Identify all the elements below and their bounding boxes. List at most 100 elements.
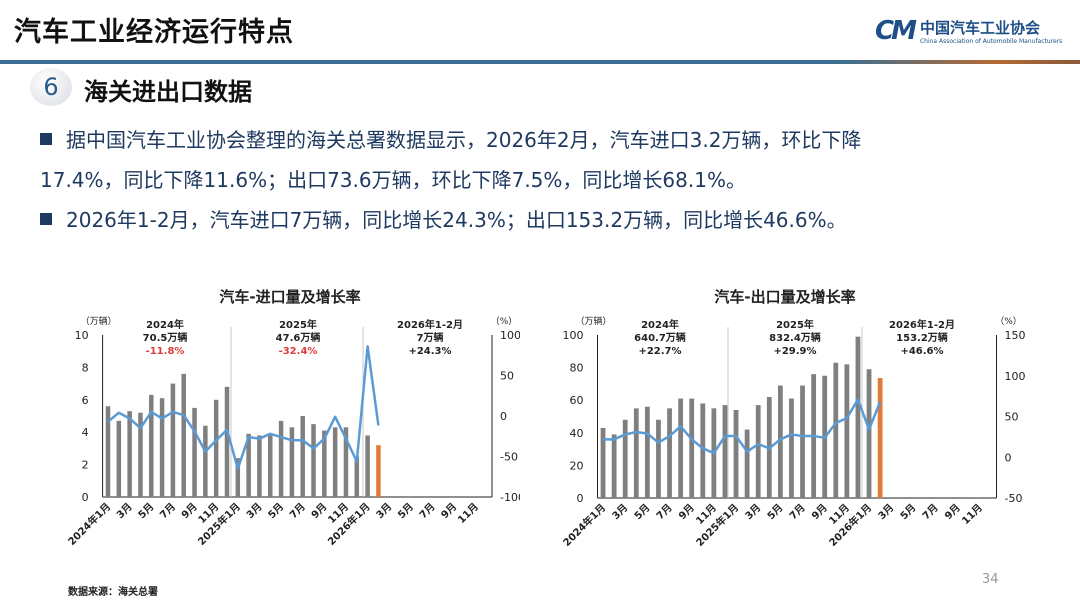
x-tick-label: 5月: [136, 501, 156, 521]
left-tick-label: 6: [82, 394, 89, 407]
bar: [611, 434, 617, 498]
annotation-growth: -32.4%: [279, 346, 318, 357]
annotation-growth: +22.7%: [638, 346, 681, 357]
bar: [311, 424, 316, 497]
x-tick-label: 7月: [787, 502, 807, 522]
bar: [170, 383, 176, 497]
bar: [278, 420, 284, 497]
bar: [246, 433, 251, 497]
annotation-year: 2024年: [146, 318, 184, 331]
x-tick-label: 7月: [287, 501, 307, 521]
bar: [127, 411, 132, 497]
annotation-year: 2025年: [279, 318, 317, 331]
bar: [689, 398, 695, 498]
section-number-badge: 6: [30, 68, 72, 106]
annotation-total: 70.5万辆: [143, 331, 188, 344]
left-tick-label: 0: [82, 491, 89, 504]
bullet-paragraph: 据中国汽车工业协会整理的海关总署数据显示，2026年2月，汽车进口3.2万辆，环…: [40, 120, 1040, 200]
bar: [343, 427, 349, 497]
bar: [181, 373, 186, 497]
x-tick-label: 7月: [654, 502, 674, 522]
right-tick-label: 100: [1005, 370, 1026, 383]
x-tick-label: 3月: [876, 502, 896, 522]
bar: [224, 386, 230, 497]
bar: [192, 407, 197, 497]
x-tick-label: 5月: [898, 502, 918, 522]
bar: [365, 435, 370, 497]
page-number: 34: [982, 572, 999, 587]
right-tick-label: 50: [500, 370, 514, 383]
left-tick-label: 80: [570, 362, 584, 375]
bar: [600, 427, 606, 498]
x-tick-label: 2024年1月: [560, 501, 608, 549]
header-divider: [0, 60, 1080, 64]
x-tick-label: 7月: [920, 502, 940, 522]
bullet-square-icon: [40, 133, 52, 145]
paragraph-text: 17.4%，同比下降11.6%；出口73.6万辆，环比下降7.5%，同比增长68…: [40, 168, 746, 192]
import-chart: 汽车-进口量及增长率 （万辆） （%） 0 2 4 6 8 10 -100 -50 0 50 100 202…: [65, 288, 520, 548]
bar-highlight: [376, 445, 381, 497]
left-axis-unit: （万辆）: [81, 315, 117, 327]
annotation-total: 153.2万辆: [896, 331, 948, 344]
bar: [800, 385, 805, 498]
x-tick-label: 7月: [158, 501, 178, 521]
left-tick-label: 2: [82, 459, 89, 472]
right-axis-unit: （%）: [995, 316, 1022, 327]
bar: [755, 405, 761, 498]
paragraph-text: 据中国汽车工业协会整理的海关总署数据显示，2026年2月，汽车进口3.2万辆，环…: [66, 128, 862, 152]
bar: [667, 408, 672, 498]
annotation-growth: +24.3%: [408, 346, 451, 357]
x-tick-label: 5月: [266, 501, 286, 521]
bar: [235, 458, 241, 497]
bar: [138, 412, 143, 497]
bullet-square-icon: [40, 213, 52, 225]
bar: [289, 427, 295, 497]
caam-logo: CM 中国汽车工业协会 China Association of Automob…: [875, 16, 1062, 46]
bar: [105, 406, 111, 497]
bar: [300, 416, 305, 497]
x-tick-label: 2024年1月: [65, 500, 113, 548]
logo-name-en: China Association of Automobile Manufact…: [919, 38, 1063, 45]
x-tick-label: 3月: [743, 502, 763, 522]
annotation-year: 2024年: [641, 318, 679, 331]
bar: [744, 429, 750, 498]
bar: [354, 456, 360, 497]
section-title: 海关进出口数据: [84, 78, 252, 106]
bar: [149, 394, 154, 497]
bar: [268, 433, 273, 497]
x-tick-label: 11月: [960, 502, 985, 527]
bar: [733, 409, 739, 498]
chart-title: 汽车-进口量及增长率: [219, 288, 360, 306]
right-tick-label: -100: [500, 491, 520, 504]
right-tick-label: 0: [1005, 451, 1012, 464]
annotation-total: 832.4万辆: [769, 331, 821, 344]
bar: [622, 419, 628, 498]
annotation-year: 2026年1-2月: [889, 318, 955, 331]
left-tick-label: 20: [570, 459, 584, 472]
bar: [203, 425, 208, 497]
right-tick-label: 0: [500, 410, 507, 423]
bar: [644, 406, 650, 498]
growth-rate-line: [603, 398, 882, 455]
x-tick-label: 5月: [396, 501, 416, 521]
annotation-total: 47.6万辆: [276, 331, 321, 344]
paragraph-text: 2026年1-2月，汽车进口7万辆，同比增长24.3%；出口153.2万辆，同比…: [66, 208, 847, 232]
bar: [159, 398, 165, 497]
x-tick-label: 7月: [417, 501, 437, 521]
annotation-total: 640.7万辆: [634, 331, 686, 344]
right-tick-label: -50: [1005, 492, 1023, 505]
bar: [322, 430, 327, 497]
x-tick-label: 11月: [455, 501, 480, 526]
growth-rate-line: [107, 345, 380, 470]
bar: [777, 385, 783, 498]
export-chart: 汽车-出口量及增长率 （万辆） （%） 0 20 40 60 80 100 -50 0 50 100 15…: [560, 288, 1026, 549]
annotation-growth: -11.8%: [146, 346, 185, 357]
bullet-paragraph: 2026年1-2月，汽车进口7万辆，同比增长24.3%；出口153.2万辆，同比…: [40, 200, 1040, 240]
bar: [678, 398, 684, 498]
chart-title: 汽车-出口量及增长率: [714, 288, 855, 306]
data-source-note: 数据来源：海关总署: [68, 587, 158, 598]
left-axis-unit: （万辆）: [575, 315, 611, 327]
page-title: 汽车工业经济运行特点: [14, 17, 294, 48]
right-tick-label: 150: [1005, 329, 1026, 342]
x-tick-label: 5月: [765, 502, 785, 522]
